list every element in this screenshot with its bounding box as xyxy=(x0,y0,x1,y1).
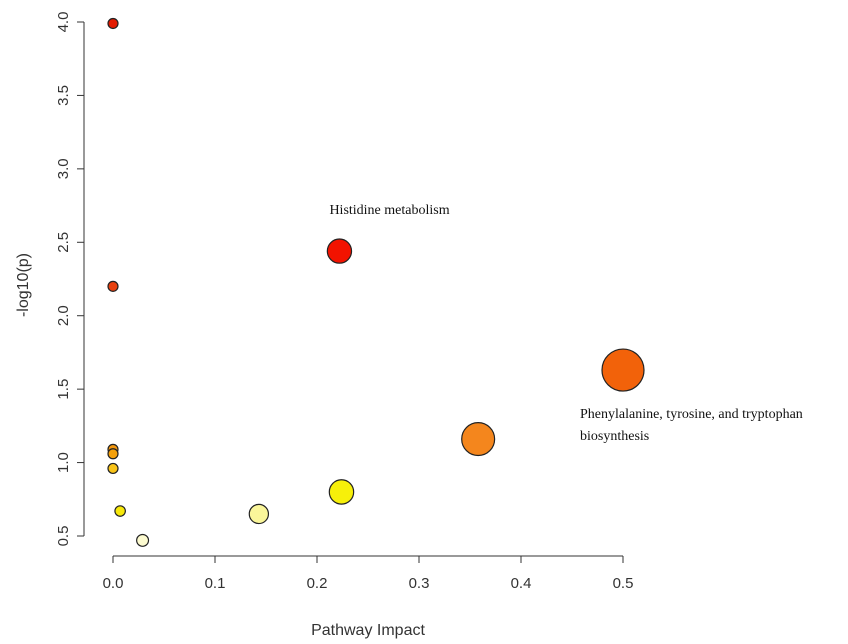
data-point xyxy=(248,503,270,525)
x-tick-label: 0.1 xyxy=(205,575,226,592)
y-axis-title: -log10(p) xyxy=(15,253,32,317)
point-annotation-label: Phenylalanine, tyrosine, and tryptophan xyxy=(580,407,803,422)
data-point xyxy=(107,17,119,30)
x-tick-label: 0.0 xyxy=(103,575,124,592)
x-tick-label: 0.2 xyxy=(307,575,328,592)
data-point xyxy=(601,348,645,392)
data-point xyxy=(326,238,353,264)
x-tick-label: 0.5 xyxy=(613,575,634,592)
y-tick-label: 3.5 xyxy=(55,85,72,106)
data-point xyxy=(136,533,150,547)
y-axis-ticks: 0.5 1.0 1.5 2.0 2.5 3.0 3.5 4.0 xyxy=(55,12,84,547)
point-annotation-label: biosynthesis xyxy=(580,429,649,444)
y-tick-label: 0.5 xyxy=(55,526,72,547)
y-tick-label: 2.5 xyxy=(55,232,72,253)
x-tick-label: 0.4 xyxy=(511,575,532,592)
x-axis-title: Pathway Impact xyxy=(311,622,425,639)
data-point xyxy=(461,422,496,457)
y-tick-label: 1.0 xyxy=(55,452,72,473)
data-points xyxy=(107,17,645,547)
point-annotation-label: Histidine metabolism xyxy=(329,203,449,218)
data-point xyxy=(114,505,126,517)
y-tick-label: 4.0 xyxy=(55,12,72,33)
y-tick-label: 2.0 xyxy=(55,305,72,326)
axes xyxy=(83,22,623,557)
data-point xyxy=(107,462,119,475)
x-axis-ticks: 0.0 0.1 0.2 0.3 0.4 0.5 xyxy=(103,556,634,592)
point-annotations: Histidine metabolism Phenylalanine, tyros… xyxy=(329,203,802,444)
x-tick-label: 0.3 xyxy=(409,575,430,592)
y-tick-label: 3.0 xyxy=(55,158,72,179)
data-point xyxy=(328,479,355,505)
data-point xyxy=(107,280,119,292)
data-point xyxy=(107,448,119,460)
y-tick-label: 1.5 xyxy=(55,379,72,400)
